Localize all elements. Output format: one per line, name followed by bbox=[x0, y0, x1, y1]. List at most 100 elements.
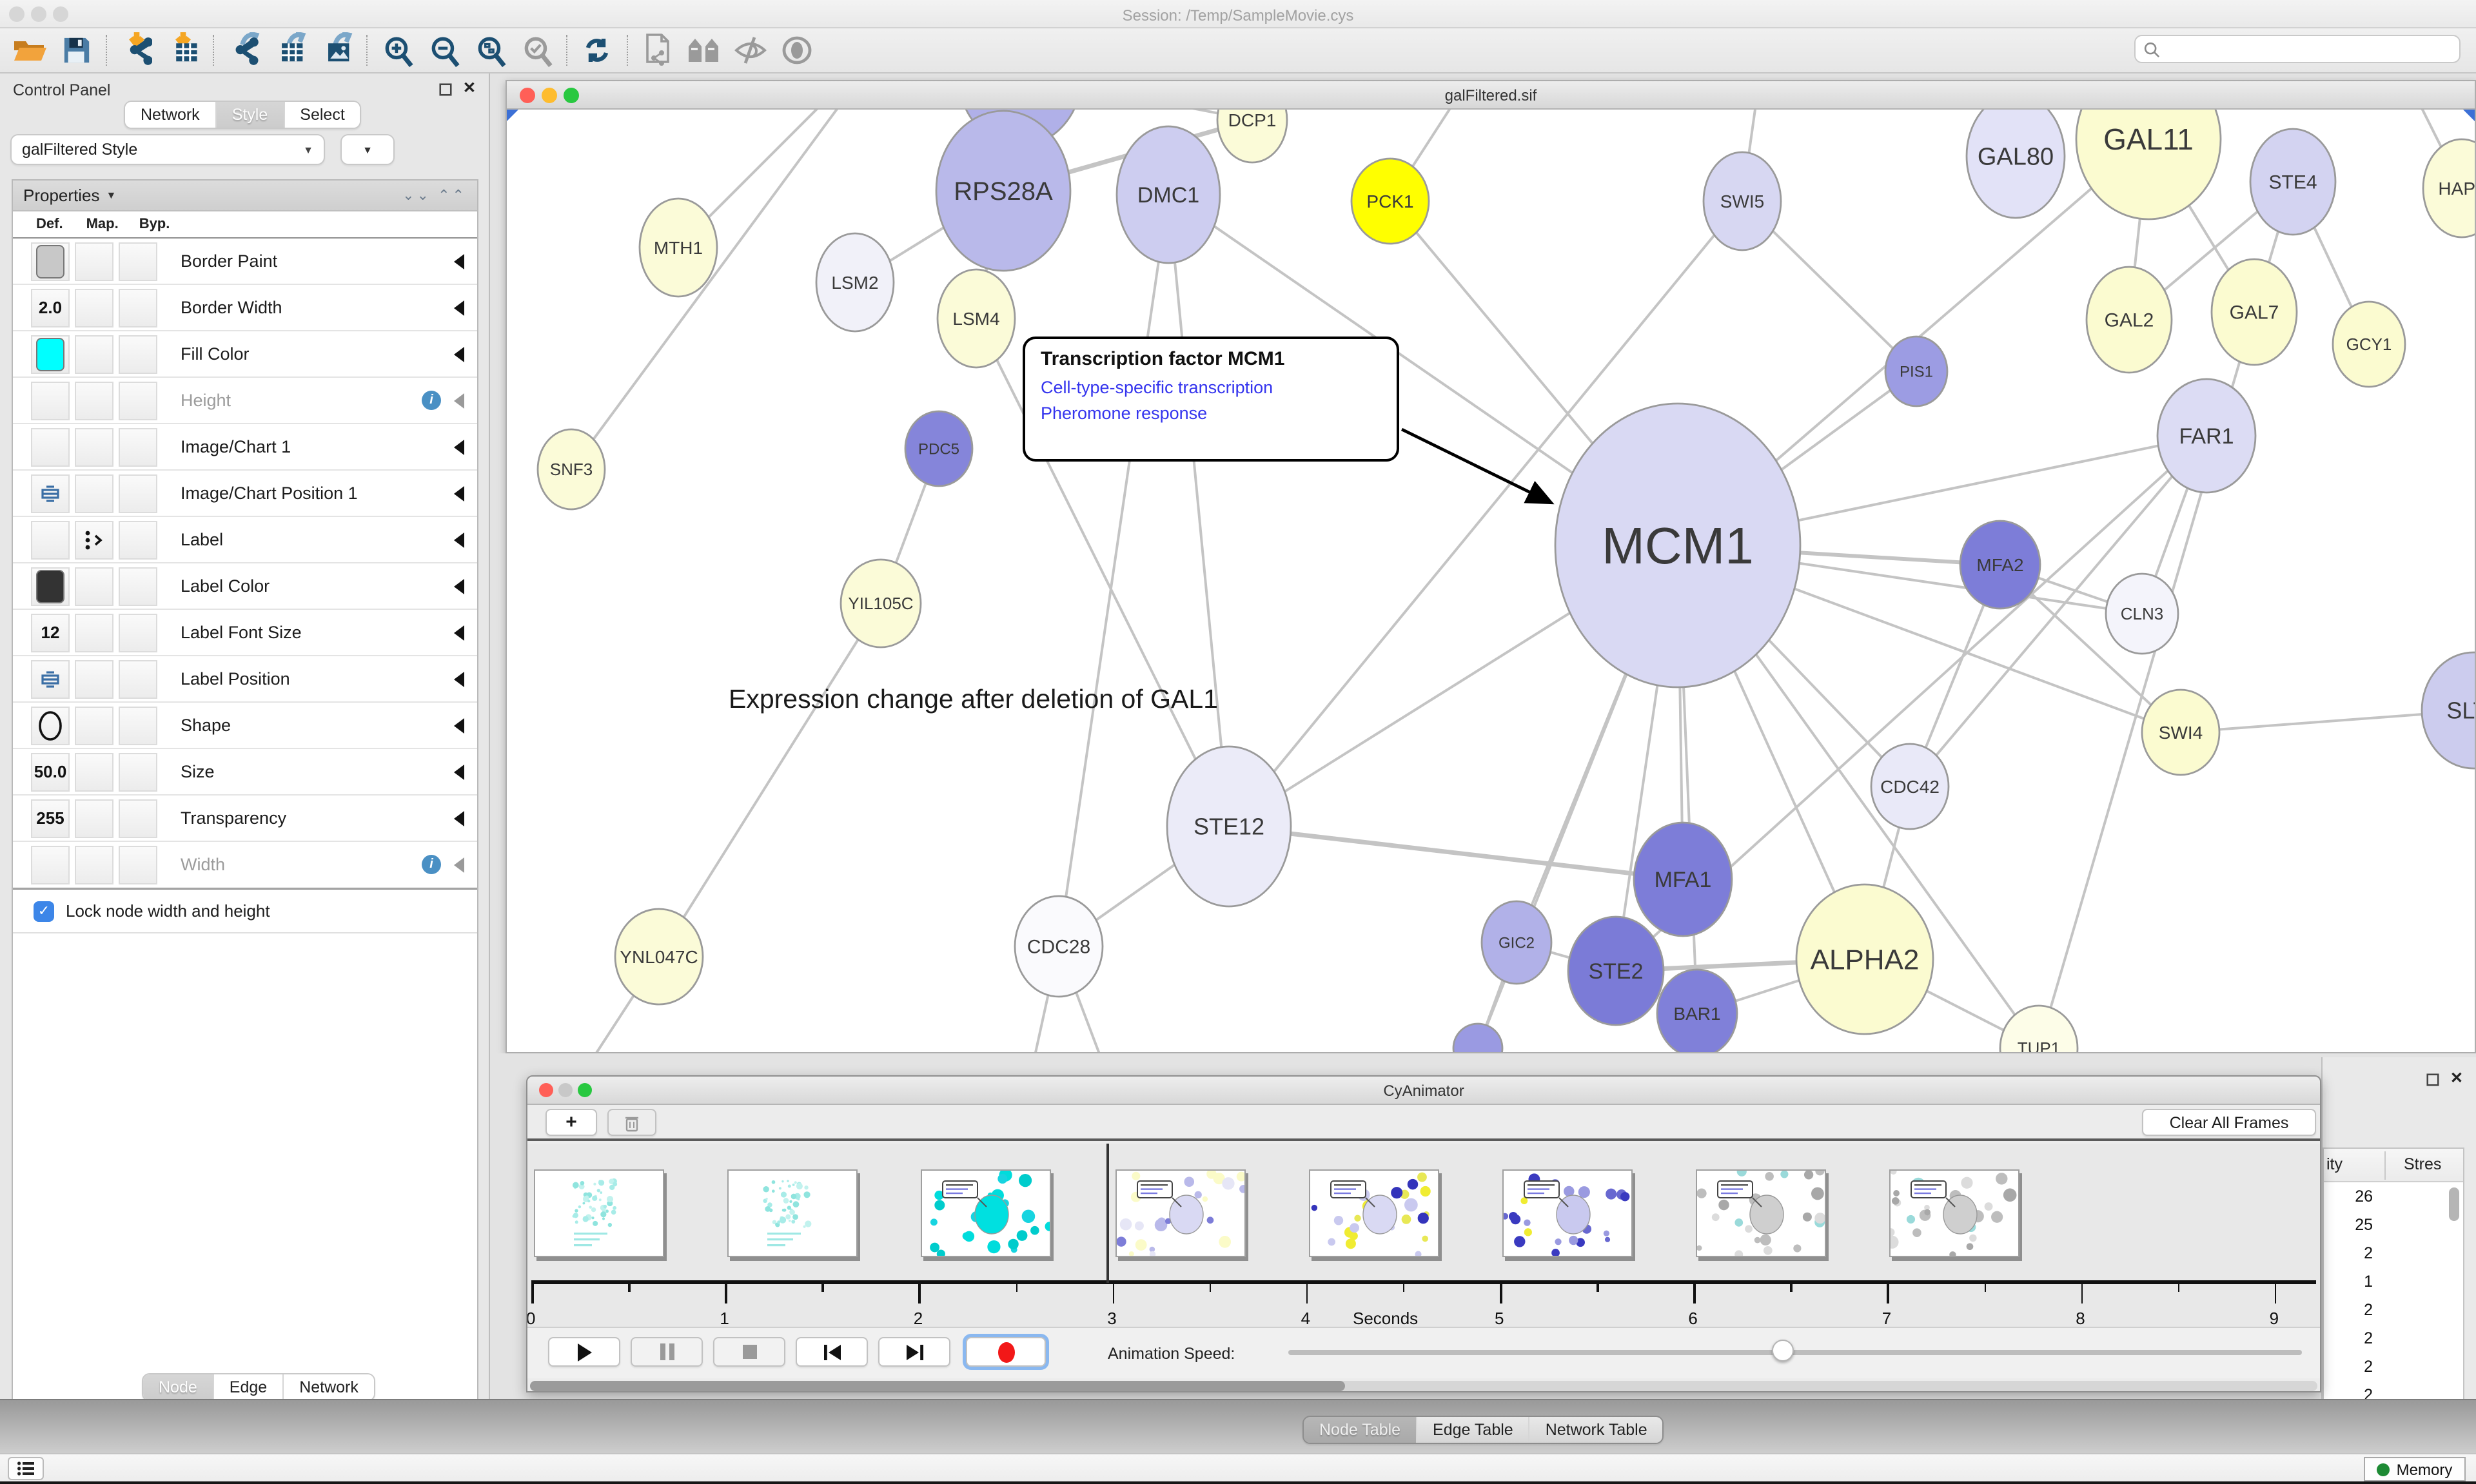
zoom-out-icon[interactable] bbox=[424, 34, 463, 67]
frame-thumbnail-3[interactable] bbox=[1115, 1169, 1246, 1257]
network-node-hap2[interactable] bbox=[2422, 138, 2475, 239]
close-window-icon[interactable] bbox=[520, 88, 535, 103]
search-documents-icon[interactable] bbox=[685, 34, 723, 67]
clear-all-frames-button[interactable]: Clear All Frames bbox=[2142, 1109, 2316, 1136]
add-frame-button[interactable]: + bbox=[545, 1109, 597, 1136]
lock-size-checkbox[interactable]: ✓ bbox=[34, 901, 54, 921]
property-row[interactable]: Border Paint bbox=[13, 239, 477, 285]
network-node-mfa2[interactable] bbox=[1959, 520, 2041, 610]
network-node-lsm2[interactable] bbox=[815, 232, 895, 333]
float-panel-icon[interactable] bbox=[438, 80, 453, 103]
export-network-icon[interactable] bbox=[224, 32, 263, 67]
bypass-cell[interactable] bbox=[119, 520, 157, 559]
zoom-fit-icon[interactable] bbox=[471, 34, 509, 67]
network-node-pck1[interactable] bbox=[1350, 157, 1430, 245]
mapping-cell[interactable] bbox=[75, 706, 113, 745]
annotation-box[interactable]: Transcription factor MCM1 Cell-type-spec… bbox=[1023, 337, 1399, 462]
network-node-gal80[interactable] bbox=[1965, 110, 2066, 219]
save-icon[interactable] bbox=[57, 34, 95, 67]
memory-button[interactable]: Memory bbox=[2364, 1457, 2466, 1481]
network-node-gic2[interactable] bbox=[1480, 900, 1553, 985]
zoom-window-icon[interactable] bbox=[53, 6, 68, 22]
import-table-icon[interactable] bbox=[164, 32, 202, 67]
network-node-dcp1[interactable] bbox=[1216, 110, 1288, 164]
frame-thumbnail-5[interactable] bbox=[1502, 1169, 1633, 1257]
collapse-arrow-icon[interactable] bbox=[454, 718, 464, 733]
network-node-lsm4[interactable] bbox=[936, 268, 1016, 369]
property-row[interactable]: 255 Transparency bbox=[13, 796, 477, 842]
collapse-arrow-icon[interactable] bbox=[454, 393, 464, 408]
property-row[interactable]: Label Position bbox=[13, 656, 477, 703]
column-divider[interactable] bbox=[2384, 1151, 2386, 1180]
property-row[interactable]: Label Color bbox=[13, 563, 477, 610]
bypass-cell[interactable] bbox=[119, 799, 157, 837]
close-panel-icon[interactable]: ✕ bbox=[462, 79, 476, 97]
import-network-icon[interactable] bbox=[117, 32, 156, 67]
network-node-mth1[interactable] bbox=[638, 197, 718, 298]
property-row[interactable]: 2.0 Border Width bbox=[13, 285, 477, 331]
zoom-selected-icon[interactable] bbox=[517, 34, 556, 67]
table-cell-value[interactable]: 25 bbox=[2355, 1216, 2373, 1234]
property-row[interactable]: Label bbox=[13, 517, 477, 563]
document-share-icon[interactable] bbox=[638, 33, 677, 67]
bypass-cell[interactable] bbox=[119, 381, 157, 420]
bypass-cell[interactable] bbox=[119, 474, 157, 513]
stop-button[interactable] bbox=[713, 1337, 785, 1367]
network-node-unlabeled[interactable] bbox=[1452, 1022, 1504, 1052]
property-row[interactable]: 50.0 Size bbox=[13, 749, 477, 796]
expand-collapse-icons[interactable]: ⌄⌄ ⌃⌃ bbox=[402, 188, 467, 204]
network-node-cln3[interactable] bbox=[2105, 572, 2179, 655]
mapping-cell[interactable] bbox=[75, 845, 113, 884]
zoom-window-icon[interactable] bbox=[564, 88, 579, 103]
timeline-playhead[interactable] bbox=[1106, 1144, 1109, 1283]
frame-thumbnail-6[interactable] bbox=[1696, 1169, 1827, 1257]
default-cell[interactable] bbox=[31, 242, 70, 280]
search-input[interactable] bbox=[2160, 40, 2451, 58]
network-node-cdc28[interactable] bbox=[1014, 895, 1104, 998]
mapping-cell[interactable] bbox=[75, 335, 113, 373]
bypass-cell[interactable] bbox=[119, 242, 157, 280]
close-window-icon[interactable] bbox=[539, 1083, 553, 1097]
animation-speed-slider[interactable] bbox=[1288, 1350, 2302, 1355]
frame-thumbnail-2[interactable] bbox=[921, 1169, 1052, 1257]
search-box[interactable] bbox=[2134, 35, 2461, 63]
close-panel-icon[interactable]: ✕ bbox=[2450, 1069, 2463, 1087]
scrollbar-thumb[interactable] bbox=[530, 1381, 1345, 1391]
mapping-cell[interactable] bbox=[75, 381, 113, 420]
table-cell-value[interactable]: 2 bbox=[2364, 1358, 2373, 1376]
network-node-swi5[interactable] bbox=[1702, 151, 1782, 251]
default-cell[interactable]: 2.0 bbox=[31, 288, 70, 327]
network-node-snf3[interactable] bbox=[536, 428, 606, 511]
frame-thumbnail-4[interactable] bbox=[1308, 1169, 1439, 1257]
network-node-mcm1[interactable] bbox=[1554, 402, 1802, 688]
default-cell[interactable] bbox=[31, 427, 70, 466]
animation-timeline[interactable]: Seconds 0 1 2 3 4 5 6 7 8 9 bbox=[527, 1144, 2320, 1327]
network-node-slt2[interactable] bbox=[2421, 651, 2475, 770]
tab-edge[interactable]: Edge bbox=[213, 1374, 284, 1400]
mapping-cell[interactable] bbox=[75, 427, 113, 466]
tab-network[interactable]: Network bbox=[125, 102, 217, 128]
zoom-window-icon[interactable] bbox=[578, 1083, 592, 1097]
annotation-link[interactable]: Cell-type-specific transcription bbox=[1041, 378, 1273, 397]
network-node-ste2[interactable] bbox=[1567, 915, 1665, 1026]
default-cell[interactable] bbox=[31, 659, 70, 698]
export-table-icon[interactable] bbox=[271, 32, 310, 67]
export-image-icon[interactable] bbox=[317, 32, 356, 67]
close-window-icon[interactable] bbox=[9, 6, 25, 22]
table-cell-value[interactable]: 2 bbox=[2364, 1329, 2373, 1347]
properties-header[interactable]: Properties ▼ ⌄⌄ ⌃⌃ bbox=[13, 181, 477, 211]
property-row[interactable]: 12 Label Font Size bbox=[13, 610, 477, 656]
network-node-tup1[interactable] bbox=[1999, 1004, 2079, 1052]
network-node-gal7[interactable] bbox=[2210, 258, 2298, 366]
default-cell[interactable] bbox=[31, 845, 70, 884]
network-node-cdc42[interactable] bbox=[1870, 743, 1950, 830]
table-cell-value[interactable]: 26 bbox=[2355, 1187, 2373, 1206]
network-node-alpha2[interactable] bbox=[1795, 883, 1934, 1035]
bypass-cell[interactable] bbox=[119, 752, 157, 791]
bypass-cell[interactable] bbox=[119, 567, 157, 605]
minimize-window-icon[interactable] bbox=[31, 6, 46, 22]
network-node-far1[interactable] bbox=[2156, 378, 2257, 494]
bypass-cell[interactable] bbox=[119, 288, 157, 327]
default-cell[interactable] bbox=[31, 520, 70, 559]
frame-thumbnail-0[interactable] bbox=[534, 1169, 664, 1257]
